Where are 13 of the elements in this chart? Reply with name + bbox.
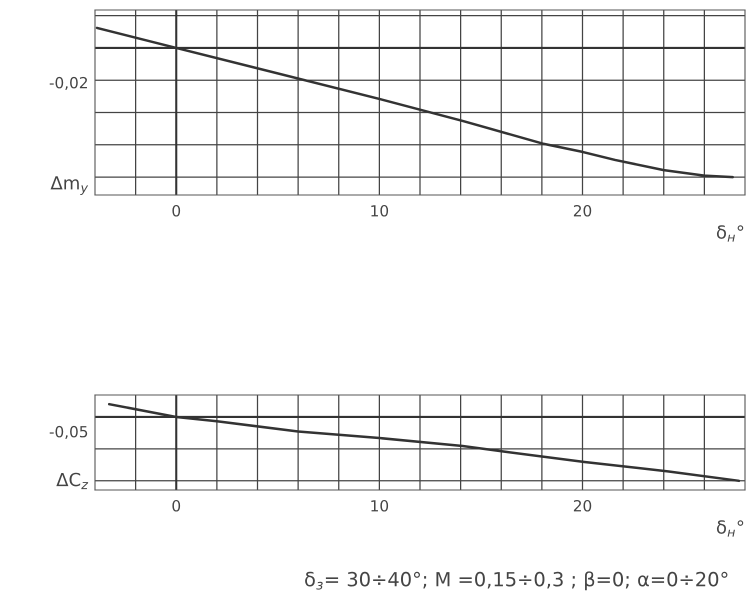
x-tick-label: 20 [574,500,592,512]
y-axis-title: ΔC$_{z}$ [56,472,88,490]
x-tick-label: 10 [371,204,388,217]
x-axis-title: δ$_{н}$° [716,225,744,242]
text: δ$_{з}$= 30÷40°; M =0,15÷0,3 ; β=0; α=0÷20° [305,571,728,590]
x-tick-label: 0 [172,204,180,217]
x-tick-label: 0 [172,500,180,512]
text: -0,05 [50,426,88,439]
x-axis-title: δ$_{н}$° [716,520,744,537]
x-tick-label: 20 [574,204,592,217]
x-tick-label: 10 [371,500,388,512]
text: -0,02 [50,76,87,90]
y-axis-title: Δm$_{y}$ [50,176,88,195]
